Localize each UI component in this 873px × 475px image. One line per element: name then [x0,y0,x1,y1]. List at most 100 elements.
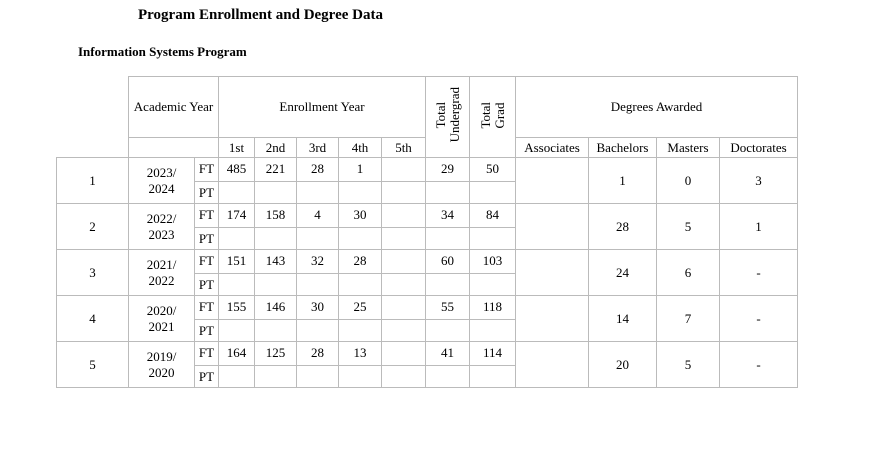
empty-cell [381,365,426,388]
degree-cell: 1 [588,157,657,204]
empty-cell [296,319,339,342]
enrollment-cell [381,249,426,274]
enrollment-cell: 151 [218,249,255,274]
enrollment-cell: 32 [296,249,339,274]
empty-cell [381,227,426,250]
table-row: 1 2023/2024 FT 485 221 28 1 29 50 1 0 3 [56,157,798,204]
enrollment-cell: 125 [254,341,297,366]
table-row: PT [57,319,798,342]
empty-cell [381,181,426,204]
academic-year-end: 2023 [148,226,175,242]
degree-cell [515,157,589,204]
empty-cell [218,273,255,296]
enrollment-cell: 30 [296,295,339,320]
total-undergrad-cell: 41 [425,341,470,366]
degree-cell [515,341,589,388]
empty-cell [469,273,516,296]
academic-year-end: 2021 [148,318,175,334]
degree-header-masters: Masters [656,137,720,158]
empty-cell [469,319,516,342]
enrollment-cell: 28 [296,157,339,182]
degree-cell: 1 [719,203,798,250]
degree-cell: 6 [656,249,720,296]
enrollment-cell: 164 [218,341,255,366]
empty-cell [218,181,255,204]
academic-year-cell: 2020/2021 [128,295,195,342]
empty-cell [425,181,470,204]
academic-year-start: 2023/ [146,164,177,180]
pt-label: PT [194,319,219,342]
degree-cell: 20 [588,341,657,388]
page-title: Program Enrollment and Degree Data [138,7,383,23]
empty-cell [425,273,470,296]
enrollment-cell: 155 [218,295,255,320]
empty-cell [425,365,470,388]
row-number: 3 [56,249,129,296]
degree-cell: 5 [656,203,720,250]
ft-label: FT [194,295,219,320]
pt-label: PT [194,227,219,250]
enrollment-cell [381,341,426,366]
program-subtitle: Information Systems Program [78,44,247,59]
enrollment-cell [381,203,426,228]
row-number: 4 [56,295,129,342]
empty-cell [425,227,470,250]
enrollment-cell: 28 [338,249,382,274]
degree-cell: 28 [588,203,657,250]
row-number: 1 [56,157,129,204]
ft-label: FT [194,157,219,182]
empty-cell [254,181,297,204]
empty-cell [296,181,339,204]
table-row: PT [57,273,798,296]
enrollment-cell: 143 [254,249,297,274]
year-header-5th: 5th [381,137,426,158]
degree-cell: - [719,249,798,296]
table-row: 2 2022/2023 FT 174 158 4 30 34 84 28 5 1 [56,203,798,250]
enrollment-cell: 25 [338,295,382,320]
enrollment-cell: 4 [296,203,339,228]
academic-year-start: 2021/ [146,256,177,272]
degrees-awarded-header: Degrees Awarded [515,76,798,138]
academic-year-cell: 2022/2023 [128,203,195,250]
enrollment-cell: 146 [254,295,297,320]
degree-cell [515,203,589,250]
degree-cell [515,295,589,342]
pt-label: PT [194,273,219,296]
enrollment-cell: 30 [338,203,382,228]
degree-header-bachelors: Bachelors [588,137,657,158]
empty-cell [218,319,255,342]
empty-cell [218,365,255,388]
degree-cell: - [719,341,798,388]
table-row: PT [57,365,798,388]
enrollment-cell [381,157,426,182]
total-undergrad-cell: 55 [425,295,470,320]
degree-cell [515,249,589,296]
degree-cell: 7 [656,295,720,342]
academic-year-cell: 2021/2022 [128,249,195,296]
table-row: PT [57,181,798,204]
pt-label: PT [194,181,219,204]
total-grad-header: Total Grad [469,76,516,158]
enrollment-cell: 1 [338,157,382,182]
empty-cell [381,273,426,296]
enrollment-cell: 174 [218,203,255,228]
empty-cell [469,365,516,388]
degree-cell: 14 [588,295,657,342]
ft-label: FT [194,249,219,274]
total-undergrad-header: Total Undergrad [425,76,470,158]
empty-cell [469,181,516,204]
empty-cell [338,365,382,388]
empty-cell [338,227,382,250]
empty-cell [338,273,382,296]
degree-cell: 3 [719,157,798,204]
total-grad-cell: 103 [469,249,516,274]
enrollment-cell: 13 [338,341,382,366]
academic-year-start: 2020/ [146,302,177,318]
year-header-2nd: 2nd [254,137,297,158]
degree-cell: 0 [656,157,720,204]
enrollment-cell: 158 [254,203,297,228]
pt-label: PT [194,365,219,388]
enrollment-cell: 485 [218,157,255,182]
empty-cell [296,227,339,250]
academic-year-end: 2022 [148,272,175,288]
